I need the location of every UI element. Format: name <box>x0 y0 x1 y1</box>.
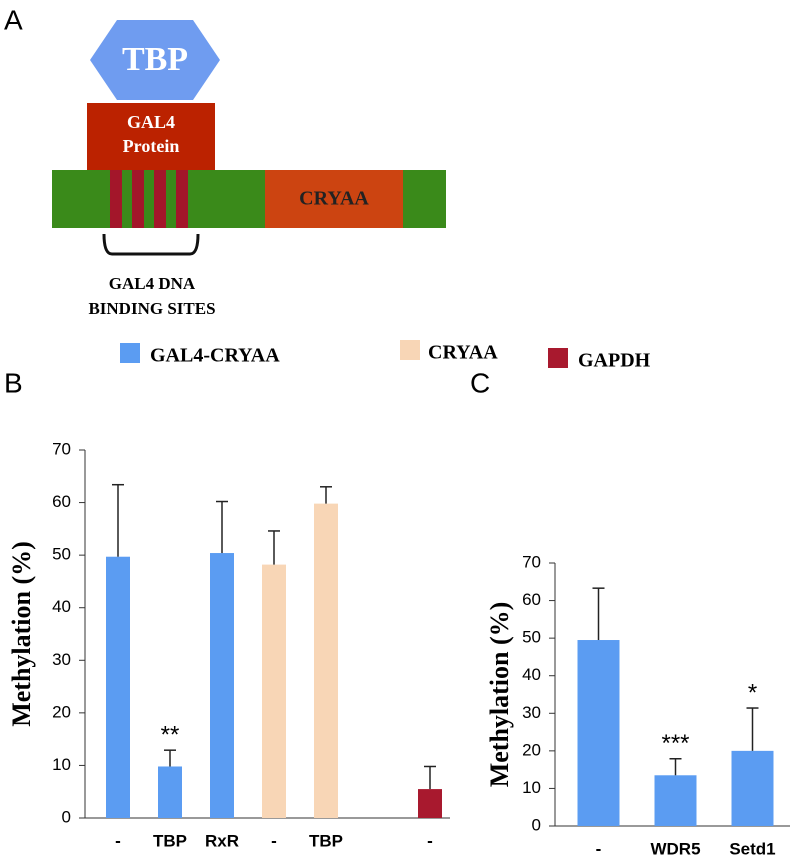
error-bar <box>112 483 124 557</box>
y-axis-label: Methylation (%) <box>7 541 36 727</box>
gene-box <box>265 170 403 228</box>
y-tick-label: 40 <box>52 597 71 616</box>
legend: GAL4-CRYAA CRYAA GAPDH <box>120 340 651 372</box>
bar <box>314 503 338 818</box>
y-tick-label: 60 <box>52 492 71 511</box>
y-tick-label: 20 <box>522 740 541 759</box>
panel-label: A <box>4 4 23 35</box>
error-bar <box>669 757 682 776</box>
binding-site <box>176 170 188 228</box>
significance: * <box>748 679 757 706</box>
binding-site <box>132 170 144 228</box>
error-bar <box>592 587 605 641</box>
legend-label: GAPDH <box>578 350 651 372</box>
bar <box>106 556 130 818</box>
y-tick-label: 50 <box>522 628 541 647</box>
hexagon-label: TBP <box>122 41 188 78</box>
y-tick-label: 60 <box>522 590 541 609</box>
y-tick-label: 40 <box>522 665 541 684</box>
bar <box>731 750 774 826</box>
gene-label: CRYAA <box>299 188 369 210</box>
x-tick-label: - <box>596 839 602 858</box>
y-tick-label: 50 <box>52 545 71 564</box>
y-tick-label: 10 <box>52 755 71 774</box>
legend-label: GAL4-CRYAA <box>150 345 280 367</box>
x-tick-label: - <box>115 831 121 850</box>
error-bar <box>216 500 228 554</box>
bar <box>210 553 234 818</box>
error-bar <box>746 707 759 751</box>
bar <box>158 766 182 818</box>
y-tick-label: 10 <box>522 778 541 797</box>
bar <box>262 564 286 818</box>
y-tick-label: 30 <box>522 703 541 722</box>
legend-swatch <box>548 348 568 368</box>
y-tick-label: 0 <box>62 807 71 826</box>
bracket <box>102 233 200 256</box>
binding-site <box>110 170 122 228</box>
error-bar <box>320 486 332 504</box>
y-tick-label: 30 <box>52 650 71 669</box>
y-tick-label: 70 <box>522 552 541 571</box>
x-tick-label: - <box>427 831 433 850</box>
bar <box>577 640 620 826</box>
tbp-hexagon <box>90 20 220 100</box>
panel-label: B <box>4 367 23 398</box>
error-bar <box>424 765 436 790</box>
protein-label: Protein <box>123 136 180 156</box>
y-axis-label: Methylation (%) <box>485 602 514 788</box>
legend-label: CRYAA <box>428 342 498 364</box>
y-tick-label: 0 <box>532 815 541 834</box>
x-tick-label: RxR <box>205 831 239 850</box>
binding-site <box>154 170 166 228</box>
protein-label: GAL4 <box>127 112 175 132</box>
x-tick-label: TBP <box>153 831 187 850</box>
legend-swatch <box>120 343 140 363</box>
legend-swatch <box>400 340 420 360</box>
protein-box <box>87 103 215 170</box>
x-tick-label: Setd1 <box>729 839 775 858</box>
x-tick-label: WDR5 <box>650 839 700 858</box>
panel-label: C <box>470 367 490 398</box>
bar <box>654 775 697 826</box>
y-tick-label: 70 <box>52 439 71 458</box>
y-tick-label: 20 <box>52 702 71 721</box>
error-bar <box>268 530 280 565</box>
x-tick-label: TBP <box>309 831 343 850</box>
sites-label: BINDING SITES <box>88 299 215 318</box>
significance: ** <box>161 722 180 749</box>
x-tick-label: - <box>271 831 277 850</box>
significance: *** <box>661 730 689 757</box>
error-bar <box>164 749 176 767</box>
bar <box>418 789 442 818</box>
sites-label: GAL4 DNA <box>109 274 196 293</box>
